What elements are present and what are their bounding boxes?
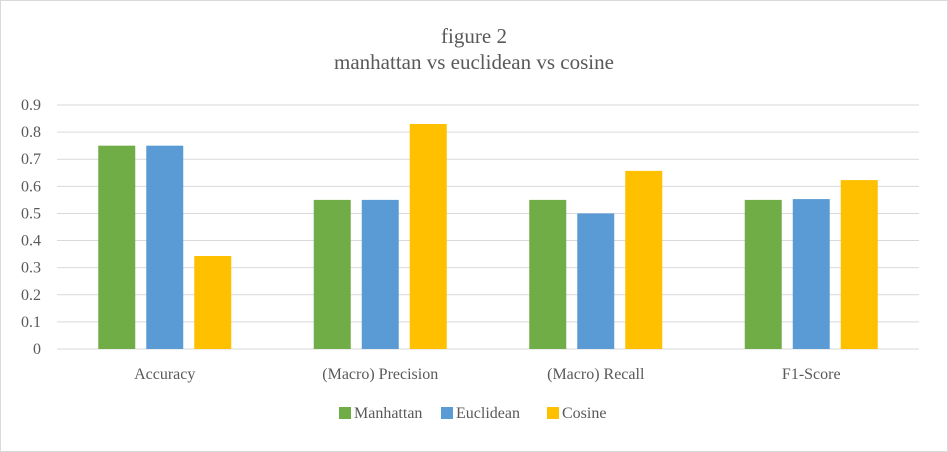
bar-manhattan-2 [529, 199, 567, 349]
legend-label: Cosine [562, 405, 606, 422]
x-category-label: F1-Score [782, 366, 841, 383]
bars [98, 123, 878, 349]
y-axis-tick-labels: 0 0.1 0.2 0.3 0.4 0.5 0.6 0.7 0.8 0.9 [21, 97, 41, 358]
bar-euclidean-3 [792, 199, 830, 349]
x-category-label: (Macro) Recall [547, 366, 645, 383]
y-tick-label: 0.3 [21, 260, 41, 277]
y-tick-label: 0.2 [21, 287, 41, 304]
y-tick-label: 0.7 [21, 151, 41, 168]
y-tick-label: 0.5 [21, 205, 41, 222]
gridlines [57, 104, 919, 350]
bar-cosine-0 [194, 256, 232, 349]
legend-label: Manhattan [354, 405, 422, 422]
legend: Manhattan Euclidean Cosine [339, 405, 606, 422]
bar-cosine-1 [409, 123, 447, 349]
chart-title: figure 2 [441, 24, 507, 48]
legend-item-euclidean: Euclidean [441, 405, 520, 422]
chart-subtitle: manhattan vs euclidean vs cosine [334, 50, 614, 74]
x-axis-category-labels: Accuracy (Macro) Precision (Macro) Recall F… [134, 366, 840, 383]
y-tick-label: 0.6 [21, 178, 41, 195]
legend-swatch [547, 407, 559, 419]
bar-euclidean-1 [361, 199, 399, 349]
bar-manhattan-0 [98, 145, 136, 349]
bar-cosine-2 [625, 170, 663, 349]
legend-item-manhattan: Manhattan [339, 405, 422, 422]
x-category-label: (Macro) Precision [322, 366, 438, 383]
legend-swatch [441, 407, 453, 419]
bar-euclidean-2 [577, 213, 615, 349]
legend-swatch [339, 407, 351, 419]
x-category-label: Accuracy [134, 366, 195, 383]
legend-label: Euclidean [456, 405, 520, 422]
y-tick-label: 0.9 [21, 97, 41, 114]
y-tick-label: 0 [33, 341, 41, 358]
bar-manhattan-1 [313, 199, 351, 349]
y-tick-label: 0.4 [21, 233, 41, 250]
bar-cosine-3 [840, 180, 878, 349]
bar-manhattan-3 [744, 199, 782, 349]
bar-euclidean-0 [146, 145, 184, 349]
y-tick-label: 0.1 [21, 314, 41, 331]
y-tick-label: 0.8 [21, 124, 41, 141]
legend-item-cosine: Cosine [547, 405, 606, 422]
